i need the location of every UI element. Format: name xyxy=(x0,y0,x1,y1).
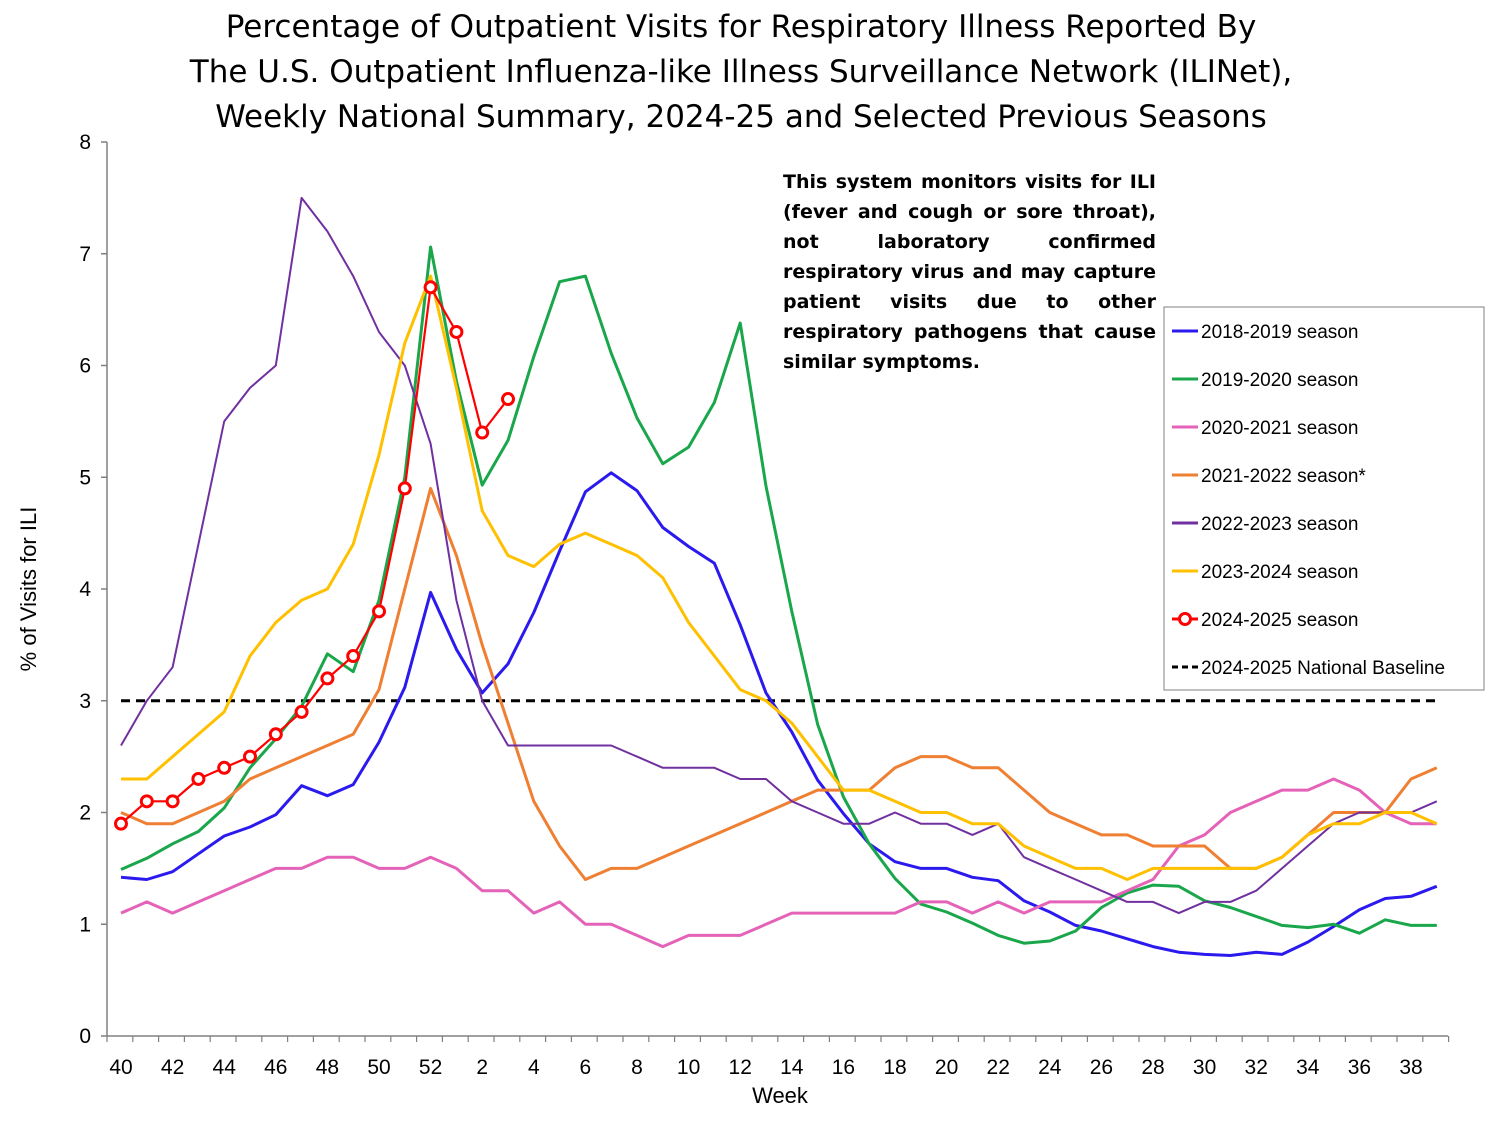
legend-label: 2018-2019 season xyxy=(1201,322,1358,343)
legend-item: 2023-2024 season xyxy=(1172,562,1358,583)
y-axis-ticks: 0 1 2 3 4 5 6 7 8 xyxy=(79,131,107,1048)
data-point-2024-2025-season xyxy=(139,794,154,809)
series-line-2021-2022-season xyxy=(120,486,1438,881)
data-point-2024-2025-season xyxy=(217,760,232,775)
series-line-2024-2025-season xyxy=(120,286,509,825)
x-tick-label: 34 xyxy=(1296,1056,1320,1079)
series-line-2020-2021-season xyxy=(120,777,1437,949)
data-point-2024-2025-season xyxy=(294,704,309,719)
x-tick-label: 30 xyxy=(1193,1056,1216,1079)
data-point-2024-2025-season xyxy=(423,280,438,295)
legend-item: 2024-2025 season xyxy=(1172,610,1358,631)
legend-box xyxy=(1163,306,1485,691)
series-line-2022-2023-season xyxy=(120,196,1438,915)
x-tick-label: 36 xyxy=(1348,1056,1371,1079)
legend: 2018-2019 season 2019-2020 season 2020-202… xyxy=(1163,306,1485,691)
chart-title: Percentage of Outpatient Visits for Resp… xyxy=(189,9,1292,135)
legend-item: 2022-2023 season xyxy=(1172,514,1358,535)
data-point-2024-2025-season xyxy=(449,324,464,339)
data-point-2024-2025-season xyxy=(475,425,490,440)
y-tick-label: 5 xyxy=(79,466,91,489)
legend-label: 2022-2023 season xyxy=(1201,514,1358,535)
data-point-2024-2025-season xyxy=(346,649,361,664)
series-lines xyxy=(114,196,1438,957)
chart-title-line-3: Weekly National Summary, 2024-25 and Sel… xyxy=(215,99,1267,135)
y-tick-label: 8 xyxy=(79,131,91,154)
y-tick-label: 4 xyxy=(79,578,91,601)
legend-label: 2024-2025 season xyxy=(1201,610,1358,631)
y-tick-label: 3 xyxy=(79,690,91,713)
data-point-2024-2025-season xyxy=(191,771,206,786)
chart-title-line-2: The U.S. Outpatient Influenza-like Illne… xyxy=(189,54,1292,90)
data-point-2024-2025-season xyxy=(372,604,386,619)
x-tick-label: 44 xyxy=(213,1056,237,1079)
x-tick-label: 14 xyxy=(780,1056,804,1079)
data-point-2024-2025-season xyxy=(268,727,283,742)
legend-item: 2021-2022 season* xyxy=(1172,466,1366,487)
x-axis-ticks: 40 42 44 46 48 50 52 2 4 6 8 10 12 14 16 18 20 22 24 26 28 30… xyxy=(106,1036,1450,1079)
x-tick-label: 32 xyxy=(1245,1056,1268,1079)
chart-title-line-1: Percentage of Outpatient Visits for Resp… xyxy=(226,9,1257,45)
legend-item: 2024-2025 National Baseline xyxy=(1172,658,1445,679)
legend-marker xyxy=(1178,612,1192,626)
y-tick-label: 1 xyxy=(79,913,91,936)
legend-item: 2020-2021 season xyxy=(1172,418,1358,439)
annotation-note: This system monitors visits for ILI (fev… xyxy=(783,171,1156,373)
x-tick-label: 6 xyxy=(580,1056,592,1079)
legend-item: 2018-2019 season xyxy=(1172,322,1358,343)
series-line-2019-2020-season xyxy=(120,245,1437,945)
x-tick-label: 20 xyxy=(935,1056,958,1079)
data-point-2024-2025-season xyxy=(501,392,515,407)
x-tick-label: 18 xyxy=(883,1056,906,1079)
x-tick-label: 12 xyxy=(729,1056,752,1079)
x-tick-label: 28 xyxy=(1141,1056,1164,1079)
x-tick-label: 10 xyxy=(677,1056,700,1079)
legend-label: 2019-2020 season xyxy=(1201,370,1358,391)
y-axis-title: % of Visits for ILI xyxy=(16,507,41,672)
x-tick-label: 48 xyxy=(316,1056,339,1079)
x-tick-label: 26 xyxy=(1090,1056,1113,1079)
series-line-2023-2024-season xyxy=(121,274,1438,881)
x-tick-label: 38 xyxy=(1399,1056,1422,1079)
x-tick-label: 4 xyxy=(528,1056,540,1079)
y-tick-label: 0 xyxy=(79,1025,91,1048)
x-tick-label: 50 xyxy=(367,1056,390,1079)
x-tick-label: 52 xyxy=(419,1056,442,1079)
x-tick-label: 40 xyxy=(109,1056,132,1079)
legend-item: 2019-2020 season xyxy=(1172,370,1358,391)
x-tick-label: 8 xyxy=(631,1056,643,1079)
x-axis-title: Week xyxy=(752,1083,809,1108)
x-tick-label: 16 xyxy=(832,1056,855,1079)
legend-label: 2021-2022 season* xyxy=(1201,466,1366,487)
data-point-2024-2025-season xyxy=(165,794,180,809)
legend-label: 2024-2025 National Baseline xyxy=(1201,658,1445,679)
y-tick-label: 7 xyxy=(79,243,91,266)
x-tick-label: 22 xyxy=(987,1056,1010,1079)
data-point-2024-2025-season xyxy=(397,481,412,496)
legend-label: 2023-2024 season xyxy=(1201,562,1358,583)
legend-label: 2020-2021 season xyxy=(1201,418,1358,439)
x-tick-label: 2 xyxy=(476,1056,488,1079)
data-point-2024-2025-season xyxy=(320,671,335,686)
y-tick-label: 6 xyxy=(79,355,91,378)
x-tick-label: 24 xyxy=(1038,1056,1062,1079)
data-point-2024-2025-season xyxy=(243,749,257,764)
data-point-2024-2025-season xyxy=(114,816,128,831)
x-tick-label: 46 xyxy=(264,1056,287,1079)
y-tick-label: 2 xyxy=(79,802,91,825)
x-tick-label: 42 xyxy=(161,1056,184,1079)
